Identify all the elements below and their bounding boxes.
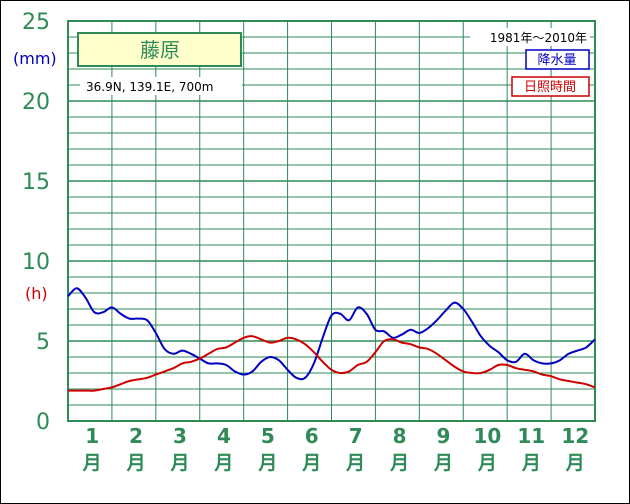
y-tick-label: 5 — [36, 330, 50, 355]
x-axis-month-labels: 1 月 2 月 3 月 4 月 5 月 6 月 7 月 8 月 9 月 10 月 11 月 12 月 — [82, 424, 590, 474]
month-number-label: 7 — [349, 424, 363, 448]
plot-border — [67, 20, 596, 422]
y-tick-label: 25 — [22, 10, 50, 35]
month-number-label: 5 — [261, 424, 275, 448]
period-bg — [470, 28, 590, 46]
location-text: 36.9N, 139.1E, 700m — [86, 80, 213, 94]
month-number-label: 10 — [473, 424, 501, 448]
month-unit-label: 月 — [213, 452, 233, 474]
month-unit-label: 月 — [169, 452, 189, 474]
period-text: 1981年〜2010年 — [490, 31, 587, 45]
month-unit-label: 月 — [565, 452, 585, 474]
month-unit-label: 月 — [389, 452, 409, 474]
month-unit-label: 月 — [126, 452, 146, 474]
month-number-label: 4 — [217, 424, 231, 448]
month-unit-label: 月 — [433, 452, 453, 474]
sunshine-line — [68, 335, 596, 392]
y-tick-label: 10 — [22, 250, 50, 275]
month-number-label: 1 — [85, 424, 99, 448]
month-number-label: 8 — [393, 424, 407, 448]
y-tick-label: 15 — [22, 170, 50, 195]
legend-sunshine-box — [511, 76, 590, 97]
month-unit-label: 月 — [82, 452, 102, 474]
month-unit-label: 月 — [257, 452, 277, 474]
month-number-label: 3 — [173, 424, 187, 448]
legend-precip-box — [525, 49, 590, 70]
month-number-label: 9 — [437, 424, 451, 448]
precip-unit-label: (mm) — [13, 49, 57, 68]
month-number-label: 2 — [129, 424, 143, 448]
y-tick-label: 20 — [22, 90, 50, 115]
month-unit-label: 月 — [521, 452, 541, 474]
station-name: 藤原 — [140, 38, 180, 62]
month-number-label: 11 — [517, 424, 545, 448]
month-unit-label: 月 — [301, 452, 321, 474]
month-unit-label: 月 — [477, 452, 497, 474]
y-tick-label: 0 — [36, 410, 50, 435]
y-axis-tick-labels: 0 5 10 15 20 25 — [22, 10, 50, 435]
location-bg — [80, 77, 242, 95]
legend-precip-label: 降水量 — [537, 53, 576, 68]
legend-sunshine-label: 日照時間 — [524, 80, 576, 95]
month-number-label: 6 — [305, 424, 319, 448]
precipitation-line — [67, 287, 596, 381]
sunshine-unit-label: (h) — [25, 284, 48, 303]
station-title-box — [77, 32, 242, 67]
month-number-label: 12 — [561, 424, 589, 448]
month-unit-label: 月 — [345, 452, 365, 474]
